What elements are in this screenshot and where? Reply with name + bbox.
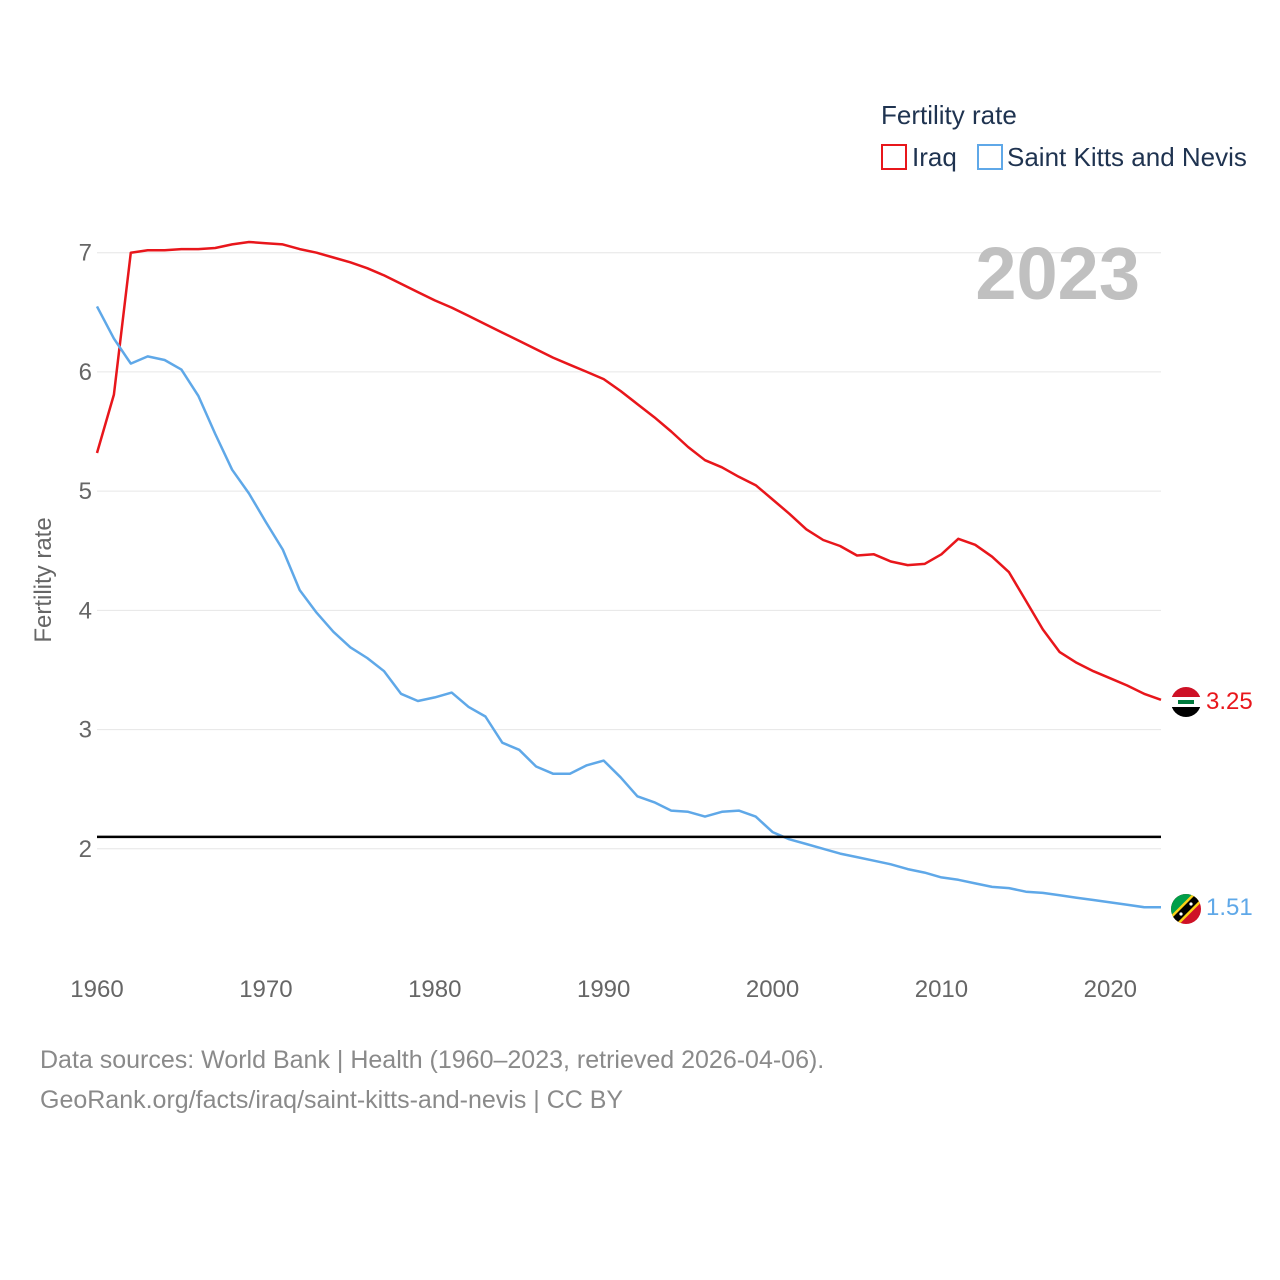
legend-item-saint-kitts-and-nevis[interactable]: Saint Kitts and Nevis (977, 142, 1247, 172)
source-link[interactable]: GeoRank.org/facts/iraq/saint-kitts-and-n… (40, 1086, 624, 1114)
y-axis-ticks: 2 3 4 5 6 7 (79, 240, 92, 863)
legend-title: Fertility rate (881, 100, 1017, 130)
x-tick-label: 1960 (70, 976, 123, 1003)
x-tick-label: 1990 (577, 976, 630, 1003)
series-line-saint-kitts-and-nevis (95, 305, 1161, 909)
saint-kitts-and-nevis-flag-icon (1171, 894, 1201, 924)
y-tick-label: 5 (79, 478, 92, 505)
data-source-note: Data sources: World Bank | Health (1960–… (40, 1046, 825, 1074)
x-axis-ticks: 1960 1970 1980 1990 2000 2010 2020 (70, 976, 1137, 1003)
y-axis-title: Fertility rate (30, 517, 57, 642)
x-tick-label: 1980 (408, 976, 461, 1003)
y-tick-label: 7 (79, 240, 92, 267)
legend-item-iraq[interactable]: Iraq (881, 142, 957, 172)
y-tick-label: 2 (79, 836, 92, 863)
x-tick-label: 2010 (915, 976, 968, 1003)
series-line-iraq (95, 240, 1162, 701)
y-tick-label: 3 (79, 717, 92, 744)
end-value-label-iraq: 3.25 (1206, 688, 1253, 715)
x-tick-label: 1970 (239, 976, 292, 1003)
x-tick-label: 2000 (746, 976, 799, 1003)
gridlines (97, 252, 1161, 850)
y-tick-label: 6 (79, 359, 92, 386)
current-year-label: 2023 (975, 232, 1140, 315)
end-value-label-saint-kitts-and-nevis: 1.51 (1206, 894, 1253, 921)
legend-label-iraq: Iraq (912, 142, 957, 172)
legend-swatch-saint-kitts-and-nevis (977, 144, 1003, 170)
chart-footer: Data sources: World Bank | Health (1960–… (40, 1040, 824, 1120)
y-tick-label: 4 (79, 597, 92, 624)
legend-swatch-iraq (881, 144, 907, 170)
legend-label-saint-kitts-and-nevis: Saint Kitts and Nevis (1007, 142, 1247, 172)
x-tick-label: 2020 (1084, 976, 1137, 1003)
iraq-flag-icon (1171, 687, 1201, 717)
